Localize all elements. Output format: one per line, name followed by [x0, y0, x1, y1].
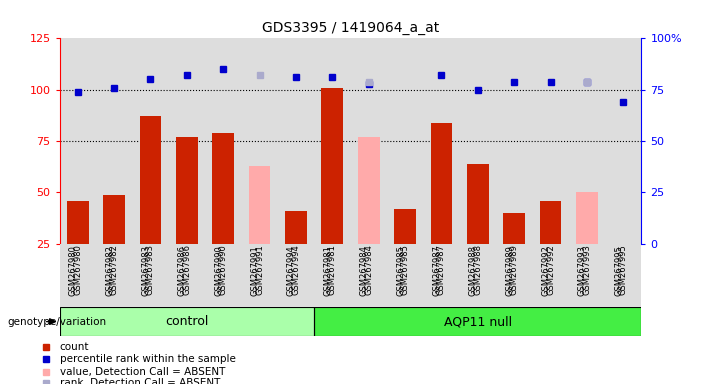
Text: GSM267987: GSM267987 [437, 244, 446, 295]
Bar [569, 244, 605, 307]
Bar [176, 137, 198, 244]
Text: GSM267980: GSM267980 [69, 245, 78, 296]
Bar [350, 244, 387, 307]
Text: GSM267994: GSM267994 [292, 244, 301, 295]
Text: GSM267991: GSM267991 [250, 245, 259, 296]
Bar [496, 38, 532, 244]
Text: GSM267990: GSM267990 [219, 244, 228, 295]
Bar [605, 38, 641, 244]
Bar [132, 38, 169, 244]
Text: GSM267988: GSM267988 [473, 244, 482, 295]
Text: rank, Detection Call = ABSENT: rank, Detection Call = ABSENT [60, 378, 220, 384]
Text: AQP11 null: AQP11 null [444, 315, 512, 328]
Text: GSM267982: GSM267982 [105, 245, 114, 296]
Bar [132, 244, 169, 307]
Bar [205, 244, 241, 307]
Text: GSM267980: GSM267980 [74, 244, 82, 295]
Text: genotype/variation: genotype/variation [7, 316, 106, 327]
Text: GSM267994: GSM267994 [287, 245, 296, 296]
Text: GSM267982: GSM267982 [109, 244, 118, 295]
Bar [394, 209, 416, 244]
Text: GSM267993: GSM267993 [578, 245, 587, 296]
Text: GSM267981: GSM267981 [323, 245, 332, 296]
Text: GSM267989: GSM267989 [505, 245, 514, 296]
Bar [314, 307, 641, 336]
Bar [569, 38, 605, 244]
Bar [60, 307, 314, 336]
Text: GSM267992: GSM267992 [546, 244, 555, 295]
Bar [460, 38, 496, 244]
Bar [605, 244, 641, 307]
Bar [423, 244, 460, 307]
Text: GSM267987: GSM267987 [433, 245, 442, 296]
Text: GSM267984: GSM267984 [365, 244, 373, 295]
Text: GSM267995: GSM267995 [619, 244, 627, 295]
Bar [532, 38, 569, 244]
Text: GSM267986: GSM267986 [182, 244, 191, 295]
Bar [60, 307, 314, 336]
Bar [278, 244, 314, 307]
Bar [60, 38, 96, 244]
Text: value, Detection Call = ABSENT: value, Detection Call = ABSENT [60, 366, 225, 377]
Text: GSM267995: GSM267995 [614, 245, 623, 296]
Bar [423, 38, 460, 244]
Text: GSM267981: GSM267981 [328, 244, 336, 295]
Bar [241, 38, 278, 244]
Bar [60, 244, 96, 307]
Bar [249, 166, 271, 244]
Text: GSM267992: GSM267992 [541, 245, 550, 296]
Bar [241, 244, 278, 307]
Text: count: count [60, 341, 89, 352]
Bar [387, 244, 423, 307]
Bar [576, 192, 598, 244]
Text: percentile rank within the sample: percentile rank within the sample [60, 354, 236, 364]
Bar [212, 133, 234, 244]
Text: control: control [165, 315, 209, 328]
Bar [169, 38, 205, 244]
Bar [314, 307, 641, 336]
Text: GSM267988: GSM267988 [469, 245, 478, 296]
Bar [460, 244, 496, 307]
Text: GSM267989: GSM267989 [510, 244, 519, 295]
Bar [314, 244, 350, 307]
Bar [67, 201, 88, 244]
Text: GSM267991: GSM267991 [255, 244, 264, 295]
Bar [503, 213, 525, 244]
Bar [96, 38, 132, 244]
Bar [278, 38, 314, 244]
Bar [285, 211, 307, 244]
Bar [430, 122, 452, 244]
Bar [358, 137, 380, 244]
Text: GSM267986: GSM267986 [178, 245, 187, 296]
Text: GSM267993: GSM267993 [583, 244, 592, 295]
Bar [205, 38, 241, 244]
Bar [387, 38, 423, 244]
Text: GSM267984: GSM267984 [360, 245, 369, 296]
Bar [350, 38, 387, 244]
Text: GSM267985: GSM267985 [396, 245, 405, 296]
Bar [496, 244, 532, 307]
Bar [540, 201, 562, 244]
Text: GSM267983: GSM267983 [146, 244, 155, 295]
Bar [532, 244, 569, 307]
Bar [314, 38, 350, 244]
Text: GSM267990: GSM267990 [215, 245, 223, 296]
Title: GDS3395 / 1419064_a_at: GDS3395 / 1419064_a_at [262, 21, 439, 35]
Bar [321, 88, 343, 244]
Bar [139, 116, 161, 244]
Bar [96, 244, 132, 307]
Text: GSM267983: GSM267983 [142, 245, 151, 296]
Bar [169, 244, 205, 307]
Bar [467, 164, 489, 244]
Text: GSM267985: GSM267985 [400, 244, 409, 295]
Bar [103, 195, 125, 244]
